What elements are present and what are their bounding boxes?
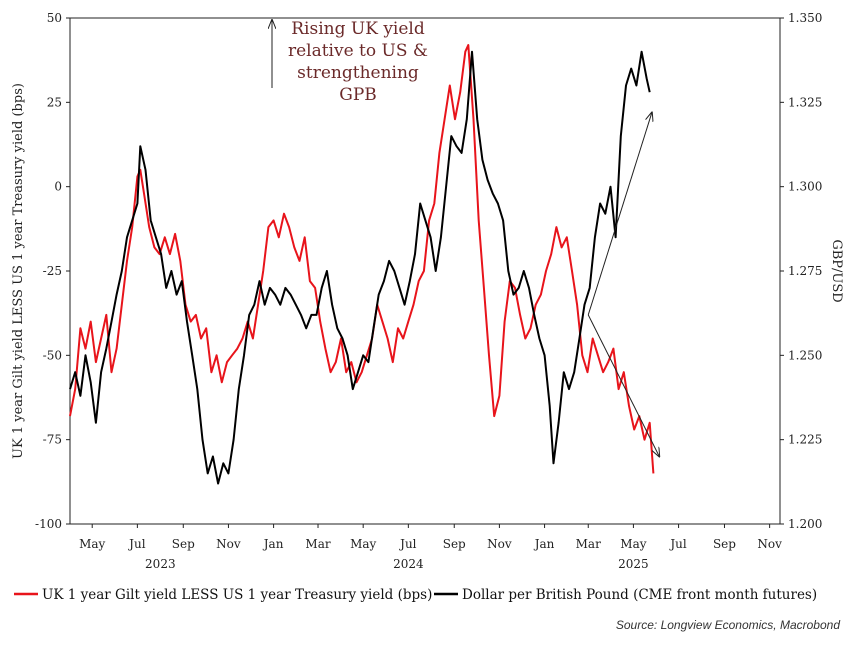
x-year-label: 2024: [393, 557, 424, 571]
right-tick-label: 1.225: [788, 433, 822, 447]
legend-label-yield-spread: UK 1 year Gilt yield LESS US 1 year Trea…: [42, 587, 432, 603]
x-month-label: Mar: [576, 537, 601, 551]
left-tick-label: 25: [47, 95, 62, 109]
series-line-yield-spread: [69, 44, 655, 474]
plot-frame: [69, 17, 781, 525]
left-tick-label: 0: [54, 180, 62, 194]
legend-label-gbpusd: Dollar per British Pound (CME front mont…: [462, 587, 817, 603]
right-tick-label: 1.275: [788, 264, 822, 278]
x-year-label: 2023: [145, 557, 176, 571]
y-right-axis-title: GBP/USD: [829, 239, 844, 302]
annotation-text-line: strengthening: [297, 63, 419, 83]
right-tick-label: 1.200: [788, 517, 822, 531]
x-month-label: Mar: [305, 537, 330, 551]
left-tick-label: -25: [43, 264, 62, 278]
x-month-label: Sep: [443, 537, 466, 551]
annotation-text-line: Rising UK yield: [291, 19, 425, 39]
trend-arrow-up: [587, 112, 652, 316]
left-tick-label: -75: [43, 433, 62, 447]
x-month-label: Jul: [668, 537, 687, 551]
x-month-label: May: [350, 537, 376, 551]
left-tick-label: 50: [47, 11, 62, 25]
trend-arrow-down: [587, 314, 659, 457]
x-month-label: Jul: [127, 537, 146, 551]
annotation-text-line: relative to US &: [288, 41, 428, 61]
left-tick-label: -100: [35, 517, 62, 531]
x-month-label: Jan: [533, 537, 555, 551]
annotation-text-line: GPB: [339, 85, 377, 105]
series-line-gbpusd: [69, 50, 651, 485]
right-tick-label: 1.300: [788, 180, 822, 194]
x-month-label: Sep: [172, 537, 195, 551]
right-tick-label: 1.250: [788, 348, 822, 362]
x-month-label: Jan: [262, 537, 284, 551]
x-year-label: 2025: [618, 557, 649, 571]
left-tick-label: -50: [43, 348, 62, 362]
source-note: Source: Longview Economics, Macrobond: [615, 618, 840, 632]
x-month-label: Nov: [757, 537, 782, 551]
right-tick-label: 1.350: [788, 11, 822, 25]
y-left-axis-title: UK 1 year Gilt yield LESS US 1 year Trea…: [11, 83, 26, 459]
x-month-label: Nov: [216, 537, 241, 551]
x-month-label: May: [79, 537, 105, 551]
right-tick-label: 1.325: [788, 95, 822, 109]
x-month-label: Nov: [487, 537, 512, 551]
x-month-label: Jul: [398, 537, 417, 551]
x-month-label: Sep: [713, 537, 736, 551]
x-month-label: May: [620, 537, 646, 551]
